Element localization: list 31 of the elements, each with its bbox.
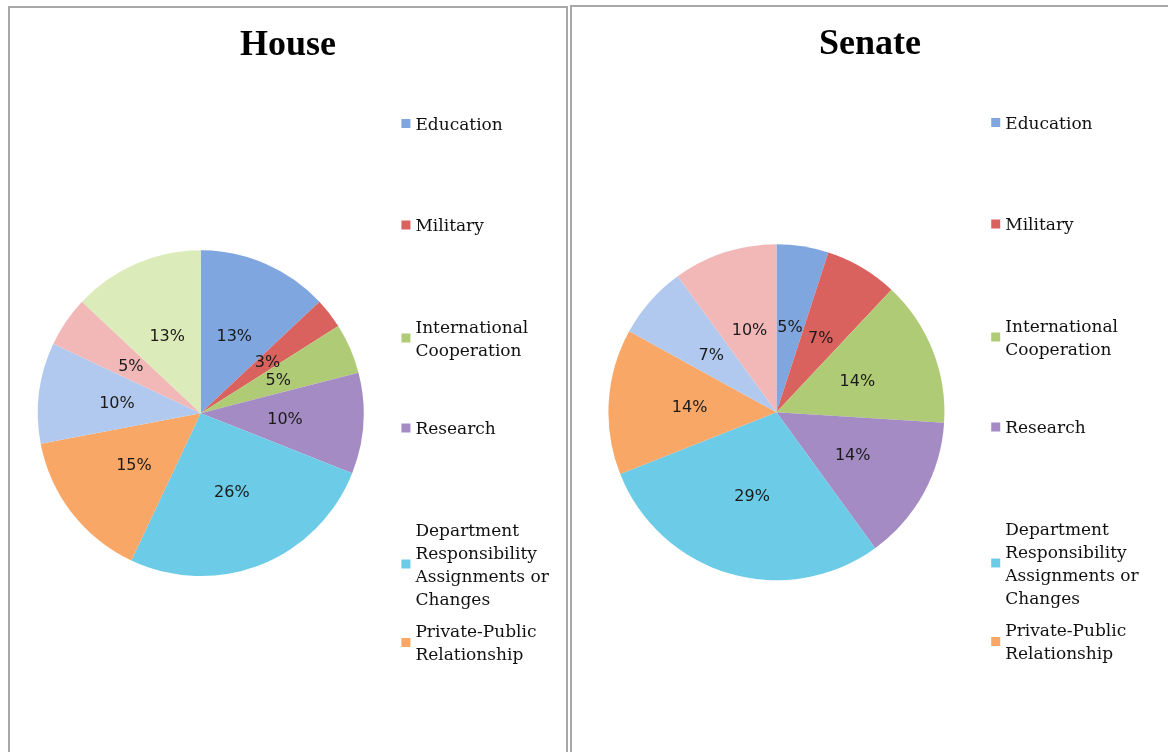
data-label: 5% <box>118 356 144 376</box>
data-label: 13% <box>149 326 185 346</box>
legend-label: International Cooperation <box>415 316 534 360</box>
data-label: 14% <box>671 397 708 417</box>
legend-label: Education <box>415 113 503 134</box>
data-label: 14% <box>839 370 876 390</box>
legend-label: Department Responsibility Assignments or Changes <box>1004 518 1145 608</box>
legend-label: Military <box>1005 214 1075 234</box>
data-label: 5% <box>777 316 803 336</box>
data-label: 29% <box>734 486 770 506</box>
data-label: 15% <box>116 455 152 475</box>
data-label: 7% <box>698 345 724 365</box>
data-label: 5% <box>265 370 291 390</box>
legend-label: Private-Public Relationship <box>1005 620 1132 663</box>
data-label: 13% <box>216 326 253 346</box>
legend-label: Military <box>415 215 485 235</box>
legend-label: Private-Public Relationship <box>415 621 542 664</box>
data-label: 7% <box>808 327 834 347</box>
data-label: 10% <box>267 409 303 429</box>
data-label: 10% <box>99 393 135 413</box>
chart-title: House <box>239 23 337 63</box>
data-label: 10% <box>731 319 768 339</box>
legend-label: International Cooperation <box>1005 315 1124 359</box>
legend-label: Research <box>1005 417 1086 437</box>
data-label: 3% <box>254 351 281 371</box>
data-label: 14% <box>834 444 871 464</box>
legend-label: Education <box>1005 112 1093 133</box>
legend-label: Department Responsibility Assignments or Changes <box>414 519 555 609</box>
data-label: 26% <box>214 482 250 502</box>
legend-label: Research <box>415 418 496 438</box>
chart-title: Senate <box>819 22 922 62</box>
